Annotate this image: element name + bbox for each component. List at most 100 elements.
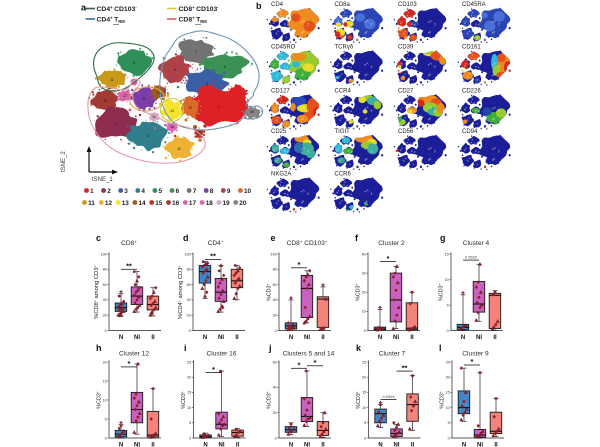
svg-text:0: 0 <box>364 329 366 333</box>
svg-text:40: 40 <box>273 298 277 302</box>
svg-text:80: 80 <box>273 268 277 272</box>
svg-text:NI: NI <box>304 443 310 447</box>
svg-text:7: 7 <box>195 50 197 54</box>
svg-text:5: 5 <box>159 188 163 195</box>
svg-text:c: c <box>96 233 101 243</box>
svg-text:N: N <box>203 443 207 447</box>
svg-text:l: l <box>439 343 442 353</box>
svg-text:3: 3 <box>124 188 128 195</box>
svg-text:20: 20 <box>103 360 107 364</box>
svg-text:CD94: CD94 <box>462 129 478 135</box>
svg-text:20: 20 <box>187 314 191 318</box>
svg-text:CD8+ CD103-: CD8+ CD103- <box>179 5 220 13</box>
svg-text:II: II <box>321 335 325 341</box>
svg-text:*: * <box>128 359 131 368</box>
svg-text:19: 19 <box>152 115 156 119</box>
svg-text:Cluster 12: Cluster 12 <box>119 351 149 358</box>
svg-text:0: 0 <box>189 329 191 333</box>
svg-text:tSNE_2: tSNE_2 <box>61 151 67 172</box>
svg-text:Clusters 5 and 14: Clusters 5 and 14 <box>283 351 335 358</box>
svg-text:15: 15 <box>446 391 450 395</box>
svg-text:12: 12 <box>177 147 181 151</box>
svg-text:NI: NI <box>477 443 483 447</box>
svg-text:h: h <box>96 343 102 353</box>
svg-text:0: 0 <box>105 329 107 333</box>
svg-text:0: 0 <box>275 436 277 440</box>
svg-text:40: 40 <box>362 252 366 256</box>
svg-text:%CD4+ among CD3+: %CD4+ among CD3+ <box>178 265 184 319</box>
svg-text:N: N <box>378 335 382 341</box>
svg-text:*: * <box>314 358 317 367</box>
svg-text:%CD3+: %CD3+ <box>96 391 102 409</box>
svg-text:CD4+ TRM: CD4+ TRM <box>97 16 126 25</box>
svg-text:20: 20 <box>273 314 277 318</box>
svg-text:%CD8+ among CD3+: %CD8+ among CD3+ <box>94 265 100 319</box>
svg-text:**: ** <box>402 363 408 372</box>
svg-text:%CD3+: %CD3+ <box>266 283 272 301</box>
svg-text:17: 17 <box>189 200 197 207</box>
svg-text:4: 4 <box>141 188 145 195</box>
svg-text:CD127: CD127 <box>271 89 290 95</box>
svg-text:CD103: CD103 <box>398 2 417 8</box>
svg-text:16: 16 <box>172 200 180 207</box>
svg-text:CCR6: CCR6 <box>335 172 352 178</box>
svg-text:N: N <box>289 335 293 341</box>
svg-text:2: 2 <box>107 188 111 195</box>
svg-text:5: 5 <box>447 303 449 307</box>
svg-text:20: 20 <box>273 411 277 415</box>
svg-text:100: 100 <box>184 252 190 256</box>
svg-text:11: 11 <box>88 200 95 207</box>
svg-text:20: 20 <box>239 200 247 207</box>
svg-text:CD45RO: CD45RO <box>271 45 296 51</box>
svg-text:13: 13 <box>122 200 130 207</box>
svg-text:9: 9 <box>174 68 176 72</box>
svg-text:2: 2 <box>115 123 117 127</box>
svg-text:17: 17 <box>123 94 127 98</box>
svg-text:%CD3+: %CD3+ <box>439 391 445 409</box>
svg-text:12: 12 <box>105 200 113 207</box>
svg-text:CD39: CD39 <box>398 45 414 51</box>
svg-text:NI: NI <box>393 335 399 341</box>
svg-text:Cluster 4: Cluster 4 <box>463 240 490 247</box>
svg-text:CD161: CD161 <box>462 45 481 51</box>
svg-text:20: 20 <box>187 376 191 380</box>
svg-text:19: 19 <box>223 200 231 207</box>
svg-text:13: 13 <box>170 109 174 113</box>
svg-text:6: 6 <box>176 188 180 195</box>
svg-text:II: II <box>493 335 497 341</box>
svg-text:0: 0 <box>448 436 450 440</box>
svg-text:II: II <box>151 335 155 341</box>
svg-text:CD8+: CD8+ <box>121 239 137 247</box>
svg-text:7: 7 <box>193 188 197 195</box>
svg-text:8: 8 <box>143 97 145 101</box>
svg-text:100: 100 <box>100 252 106 256</box>
svg-text:9: 9 <box>227 188 231 195</box>
svg-text:II: II <box>411 443 415 447</box>
svg-text:N: N <box>461 335 465 341</box>
svg-text:%CD3+: %CD3+ <box>266 391 272 409</box>
svg-text:N: N <box>462 443 466 447</box>
svg-text:f: f <box>355 233 359 243</box>
svg-text:II: II <box>236 443 240 447</box>
svg-text:20: 20 <box>362 376 366 380</box>
svg-text:CD56: CD56 <box>398 129 414 135</box>
svg-text:10: 10 <box>103 398 107 402</box>
svg-text:Cluster 9: Cluster 9 <box>462 351 489 358</box>
svg-text:3: 3 <box>206 82 208 86</box>
svg-text:0.0904: 0.0904 <box>382 394 395 399</box>
svg-text:14: 14 <box>139 200 147 207</box>
svg-text:CD226: CD226 <box>462 89 481 95</box>
svg-text:CD8+ TRM: CD8+ TRM <box>179 16 208 25</box>
svg-text:i: i <box>184 343 187 353</box>
svg-text:*: * <box>212 365 215 374</box>
svg-text:k: k <box>356 343 362 353</box>
svg-text:Cluster 16: Cluster 16 <box>206 351 236 358</box>
svg-text:II: II <box>321 443 325 447</box>
svg-text:80: 80 <box>187 268 191 272</box>
svg-text:0: 0 <box>189 436 191 440</box>
svg-text:5: 5 <box>105 417 107 421</box>
svg-text:100: 100 <box>270 252 276 256</box>
svg-text:d: d <box>183 233 189 243</box>
svg-text:NKG2A: NKG2A <box>271 172 291 178</box>
svg-text:15: 15 <box>187 391 191 395</box>
